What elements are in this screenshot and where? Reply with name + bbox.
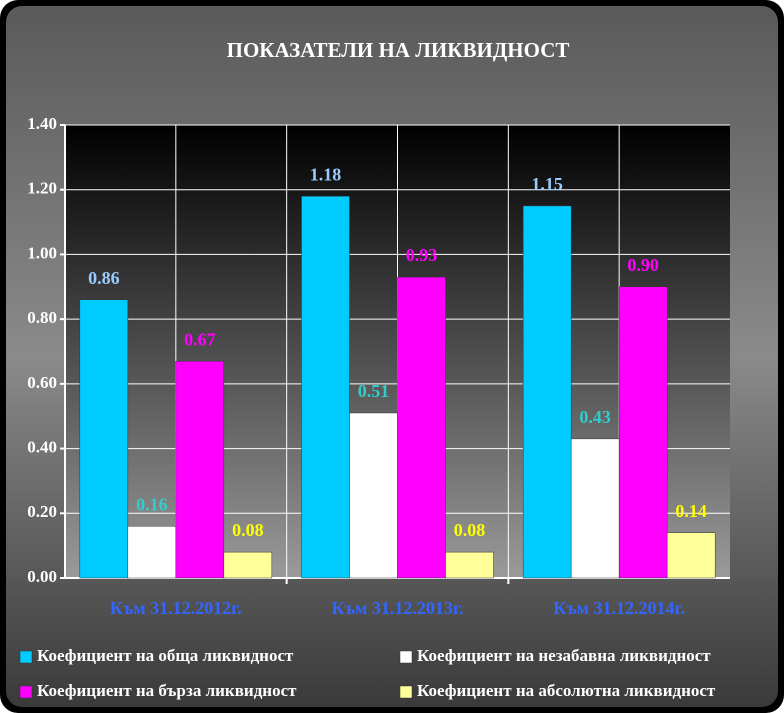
bar	[522, 205, 572, 579]
chart-title: ПОКАЗАТЕЛИ НА ЛИКВИДНОСТ	[227, 38, 570, 62]
data-label: 0.16	[136, 494, 168, 514]
data-label: 1.18	[310, 164, 342, 184]
x-tick-label: Към 31.12.2013г.	[332, 598, 464, 618]
legend-swatch	[19, 685, 33, 699]
data-label: 0.90	[627, 255, 659, 275]
data-label: 0.51	[358, 381, 390, 401]
y-tick-label: 1.20	[27, 179, 57, 198]
legend-swatch	[399, 650, 413, 664]
bar	[301, 195, 350, 579]
data-label: 0.43	[579, 407, 611, 427]
legend-label: Коефициент на незабавна ликвидност	[417, 646, 711, 665]
data-label: 0.93	[406, 245, 438, 265]
bar	[397, 276, 446, 579]
data-label: 0.08	[232, 520, 264, 540]
data-label: 0.86	[88, 268, 120, 288]
data-label: 0.67	[184, 329, 216, 349]
y-tick-label: 1.00	[27, 243, 57, 262]
y-tick-label: 0.40	[27, 437, 57, 456]
data-label: 1.15	[531, 174, 563, 194]
data-label: 0.14	[675, 501, 707, 521]
legend-label: Коефициент на абсолютна ликвидност	[417, 681, 716, 700]
bar	[445, 551, 494, 579]
legend-label: Коефициент на обща ликвидност	[37, 646, 294, 665]
x-tick-label: Към 31.12.2012г.	[110, 598, 242, 618]
y-tick-label: 0.00	[27, 567, 57, 586]
bar	[79, 299, 129, 579]
data-label: 0.08	[454, 520, 486, 540]
bar	[618, 286, 668, 579]
bar	[127, 525, 177, 579]
bar	[349, 412, 398, 579]
x-tick-label: Към 31.12.2014г.	[553, 598, 685, 618]
bar	[175, 360, 225, 579]
bar	[223, 551, 273, 579]
y-tick-label: 0.20	[27, 502, 57, 521]
bar	[570, 438, 620, 579]
y-tick-label: 0.80	[27, 308, 57, 327]
legend-swatch	[19, 650, 33, 664]
legend-swatch	[399, 685, 413, 699]
y-tick-label: 0.60	[27, 373, 57, 392]
bar	[666, 532, 716, 579]
y-tick-label: 1.40	[27, 114, 57, 133]
legend-label: Коефициент на бърза ликвидност	[37, 681, 297, 700]
